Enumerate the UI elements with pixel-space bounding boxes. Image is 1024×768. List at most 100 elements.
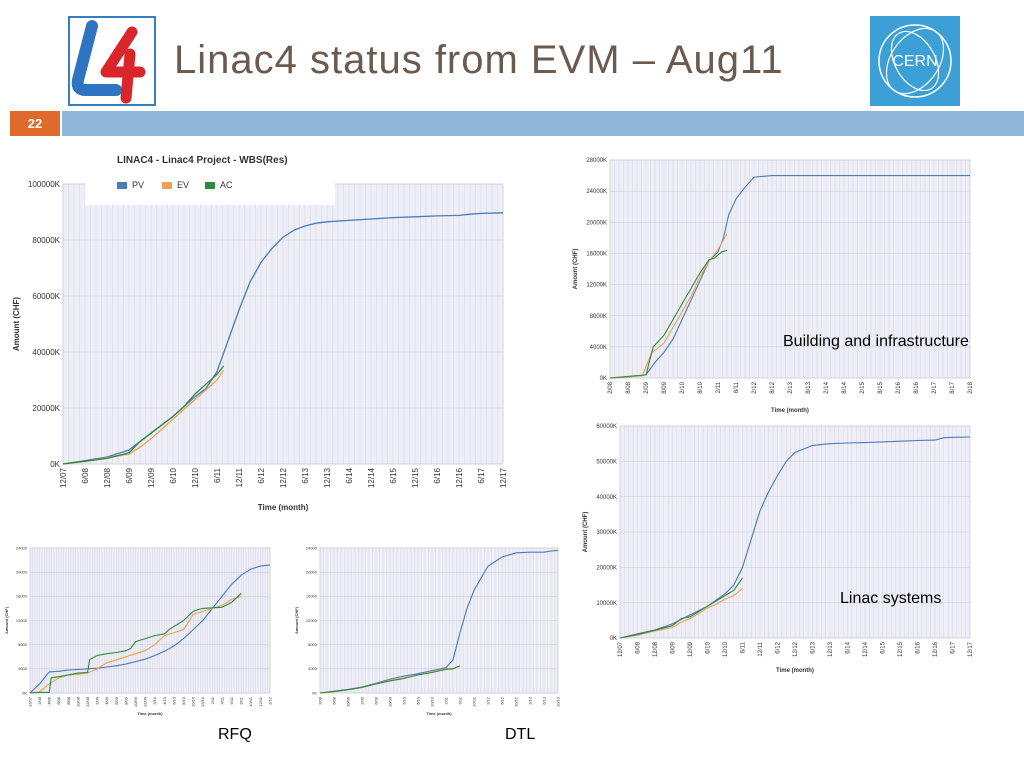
- x-tick-label: 6/17: [951, 641, 957, 653]
- y-tick-label: 4000K: [590, 345, 607, 351]
- x-tick-label: 2/13: [788, 381, 794, 393]
- x-tick-label: 6/08: [636, 641, 642, 653]
- x-tick-label: 6/10: [415, 696, 420, 705]
- y-tick-label: 80000K: [32, 236, 60, 245]
- x-tick-label: 12/07: [59, 467, 68, 488]
- x-tick-label: 12/07: [618, 641, 624, 657]
- x-tick-label: 2/11: [443, 696, 448, 704]
- x-tick-label: 12/08: [103, 467, 112, 488]
- y-tick-label: 12000: [306, 618, 318, 623]
- linac4-logo: [68, 16, 156, 106]
- legend-item-ev: EV: [162, 180, 189, 190]
- x-tick-label: 2/09: [95, 696, 100, 705]
- cern-logo: CERN: [870, 16, 960, 106]
- chart-linac: 0K 10000K 20000K 30000K 40000K 50000K 60000K 12…: [575, 418, 975, 674]
- x-tick-label: 6/11: [741, 641, 747, 653]
- chart-rfq: 0K 4000 8000 12000 16000 20000 24000 12/07 2/08 4…: [4, 542, 274, 720]
- y-tick-label: 30000K: [596, 530, 617, 536]
- x-tick-label: 6/15: [881, 641, 887, 653]
- caption-dtl: DTL: [505, 726, 536, 743]
- y-tick-label: 50000K: [596, 459, 617, 465]
- y-tick-label: 20000K: [596, 565, 617, 571]
- x-tick-label: 12/17: [499, 467, 508, 488]
- x-tick-label: 10/08: [75, 696, 80, 707]
- x-tick-label: 12/09: [147, 467, 156, 488]
- x-tick-label: 10/11: [248, 696, 253, 706]
- x-tick-label: 6/17: [477, 467, 486, 483]
- x-tick-label: 6/08: [81, 467, 90, 483]
- chart-linac-svg: 0K 10000K 20000K 30000K 40000K 50000K 60000K 12…: [583, 424, 974, 674]
- y-tick-label: 8000K: [590, 314, 607, 320]
- x-tick-label: 4/09: [104, 696, 109, 705]
- x-tick-label: 12/17: [968, 641, 974, 657]
- x-tick-label: 2/10: [401, 696, 406, 705]
- caption-linac: Linac systems: [840, 590, 942, 607]
- y-tick-label: 0K: [50, 460, 60, 469]
- x-tick-label: 4/11: [219, 696, 224, 704]
- legend-label-ev: EV: [177, 180, 190, 190]
- x-tick-label: 2/15: [860, 381, 866, 393]
- x-tick-label: 12/14: [367, 467, 376, 488]
- x-tick-label: 8/13: [806, 381, 812, 393]
- y-tick-label: 20000K: [586, 220, 607, 226]
- x-axis-label: Time (month): [426, 711, 452, 716]
- svg-text:CERN: CERN: [892, 53, 937, 70]
- x-tick-label: 2/09: [644, 381, 650, 393]
- x-tick-label: 12/09: [688, 641, 694, 657]
- x-tick-label: 6/09: [671, 641, 677, 653]
- x-tick-label: 12/09: [143, 696, 148, 707]
- y-tick-label: 8000: [18, 642, 28, 647]
- y-tick-label: 20000: [16, 570, 28, 575]
- chart-legend: LINAC4 - Linac4 Project - WBS(Res) PV EV…: [85, 150, 335, 205]
- chart-building-svg: 0K 4000K 8000K 12000K 16000K 20000K 24000K 2800…: [573, 158, 974, 414]
- x-tick-label: 2/08: [608, 381, 614, 393]
- x-tick-label: 12/15: [898, 641, 904, 657]
- x-tick-label: 2/11: [210, 696, 215, 704]
- x-tick-label: 2/09: [359, 696, 364, 705]
- x-tick-label: 6/08: [331, 696, 336, 705]
- legend-swatch-ev: [162, 182, 172, 190]
- x-tick-label: 2/12: [485, 696, 490, 705]
- y-tick-label: 12000: [16, 618, 28, 623]
- x-axis-label: Time (month): [776, 668, 814, 674]
- x-tick-label: 8/08: [626, 381, 632, 393]
- y-tick-label: 40000K: [32, 348, 60, 357]
- x-tick-label: 6/13: [301, 467, 310, 483]
- x-tick-label: 8/11: [734, 381, 740, 393]
- caption-rfq: RFQ: [218, 726, 252, 743]
- x-tick-label: 2/12: [752, 381, 758, 393]
- x-tick-label: 6/14: [345, 467, 354, 483]
- x-tick-label: 10/11: [471, 696, 476, 706]
- x-tick-label: 6/10: [706, 641, 712, 653]
- series-line-ev: [619, 588, 743, 639]
- x-tick-label: 12/10: [191, 467, 200, 488]
- x-tick-label: 8/10: [181, 696, 186, 705]
- legend-label-pv: PV: [132, 180, 145, 190]
- y-tick-label: 12000K: [586, 283, 607, 289]
- y-tick-label: 4000: [18, 666, 28, 671]
- series-line-ac: [619, 577, 743, 639]
- series-line-pv: [609, 175, 970, 379]
- x-tick-label: 8/17: [950, 381, 956, 393]
- x-tick-label: 6/12: [499, 696, 504, 705]
- chart-main: 0K 20000K 40000K 60000K 80000K 100000K 12/07 6/…: [8, 180, 508, 512]
- chart-main-svg: 0K 20000K 40000K 60000K 80000K 100000K 12/07 6/…: [12, 180, 508, 512]
- x-tick-label: 12/14: [863, 641, 869, 657]
- series-line-pv: [619, 436, 971, 639]
- x-tick-label: 8/09: [123, 696, 128, 705]
- series-line-ac: [62, 365, 225, 465]
- x-tick-label: 2/17: [932, 381, 938, 393]
- x-tick-label: 6/11: [229, 696, 234, 704]
- x-tick-label: 6/14: [846, 641, 852, 653]
- x-tick-label: 10/09: [133, 696, 138, 707]
- series-line-ac: [319, 665, 461, 694]
- chart-dtl: 0K 4000 8000 12000 16000 20000 24000 2/08 6/08 10…: [292, 542, 562, 720]
- x-tick-label: 12/10: [200, 696, 205, 707]
- y-tick-label: 60000K: [596, 424, 617, 430]
- y-tick-label: 60000K: [32, 292, 60, 301]
- x-axis-label: Time (month): [137, 711, 163, 716]
- x-tick-label: 8/15: [878, 381, 884, 393]
- x-tick-label: 6/08: [56, 696, 61, 705]
- x-tick-label: 8/11: [239, 696, 244, 704]
- y-tick-label: 28000K: [586, 158, 607, 164]
